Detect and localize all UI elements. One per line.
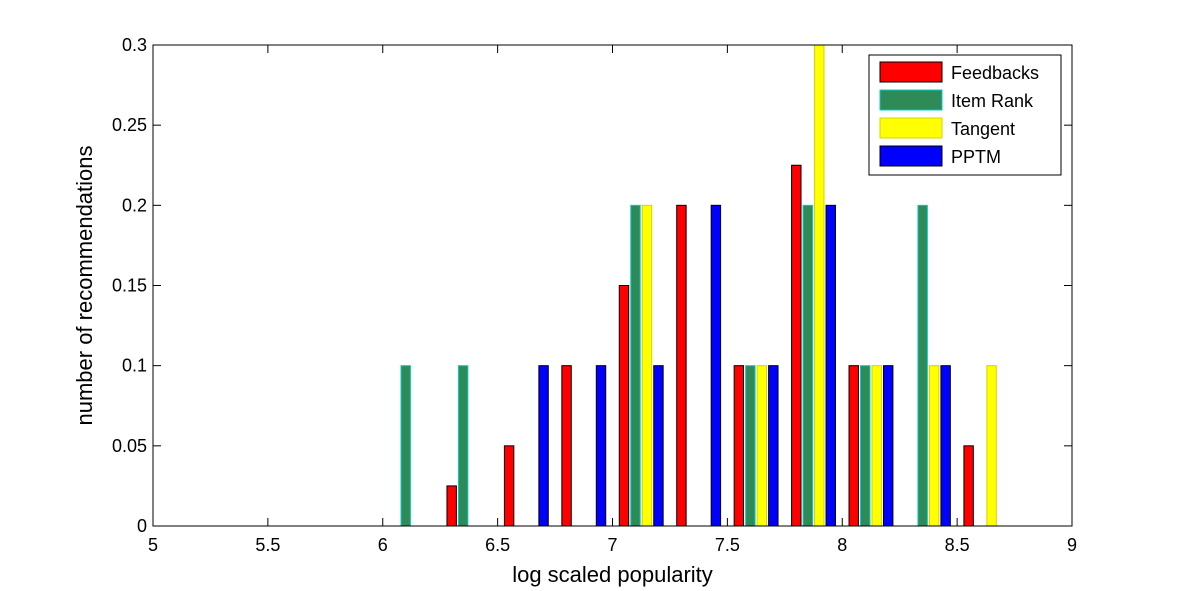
bar-feedbacks — [503, 445, 515, 527]
bars-group — [400, 44, 997, 527]
legend: Feedbacks Item Rank Tangent PPTM — [868, 54, 1062, 176]
x-tick-label: 5.5 — [255, 535, 280, 555]
bar-feedbacks — [963, 445, 974, 527]
x-tick-label: 8 — [837, 535, 847, 555]
bar-feedbacks — [561, 365, 572, 527]
bar-feedbacks — [676, 204, 687, 527]
legend-swatch — [879, 117, 943, 139]
bar-pptm — [653, 365, 664, 527]
bar-feedbacks — [733, 365, 745, 527]
bar-tangent — [756, 365, 768, 527]
bar-pptm — [940, 365, 951, 527]
bar-item-rank — [400, 365, 411, 527]
y-tick-label: 0.1 — [122, 356, 147, 376]
bar-tangent — [928, 365, 940, 527]
bar-tangent — [814, 44, 825, 527]
legend-label: Item Rank — [951, 91, 1034, 111]
legend-swatch — [879, 145, 943, 167]
legend-label: Tangent — [951, 119, 1015, 139]
bar-tangent — [986, 365, 997, 527]
bar-feedbacks — [618, 285, 630, 527]
bar-feedbacks — [446, 485, 457, 527]
y-tick-label: 0.3 — [122, 35, 147, 55]
legend-label: Feedbacks — [951, 63, 1039, 83]
x-tick-label: 6.5 — [485, 535, 510, 555]
y-tick-label: 0.15 — [112, 276, 147, 296]
y-axis-label: number of recommendations — [72, 145, 97, 425]
bar-item-rank — [917, 204, 928, 527]
bar-pptm — [825, 204, 836, 527]
bar-pptm — [882, 365, 894, 527]
y-tick-label: 0.25 — [112, 115, 147, 135]
y-tick-label: 0 — [137, 516, 147, 536]
x-tick-label: 6 — [378, 535, 388, 555]
bar-item-rank — [802, 204, 813, 527]
bar-item-rank — [630, 204, 641, 527]
bar-feedbacks — [848, 365, 859, 527]
bar-pptm — [538, 365, 549, 527]
bar-tangent — [871, 365, 882, 527]
legend-label: PPTM — [951, 147, 1001, 167]
bar-feedbacks — [791, 164, 802, 527]
bar-item-rank — [745, 365, 756, 527]
x-axis-label: log scaled popularity — [512, 562, 713, 587]
y-tick-label: 0.05 — [112, 436, 147, 456]
bar-pptm — [768, 365, 779, 527]
x-tick-label: 7.5 — [715, 535, 740, 555]
legend-swatch — [879, 61, 943, 83]
x-tick-label: 7 — [607, 535, 617, 555]
x-tick-label: 9 — [1067, 535, 1077, 555]
bar-pptm — [710, 204, 722, 527]
y-tick-label: 0.2 — [122, 195, 147, 215]
axes-group: 5 5.5 6 6.5 7 7.5 8 8.5 9 0 0.05 0.1 0.15 0.2 0.25 0.3 — [112, 35, 1077, 555]
bar-tangent — [641, 204, 653, 527]
x-tick-label: 5 — [148, 535, 158, 555]
x-tick-label: 8.5 — [945, 535, 970, 555]
legend-swatch — [879, 89, 943, 111]
bar-pptm — [595, 365, 607, 527]
bar-item-rank — [860, 365, 871, 527]
bar-item-rank — [457, 365, 469, 527]
